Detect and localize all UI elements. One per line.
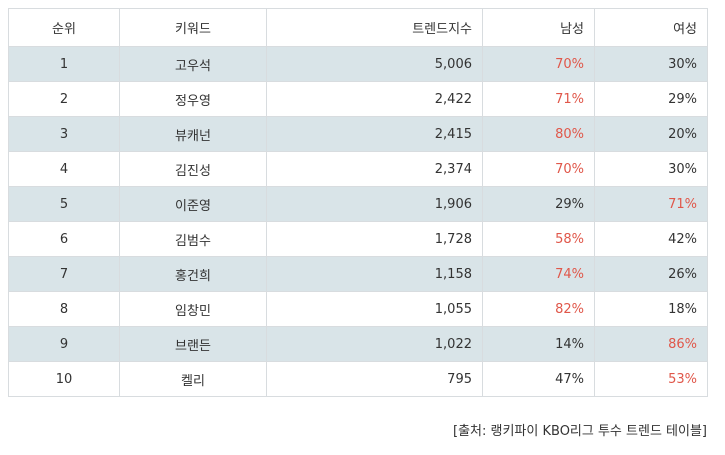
trend-table-container: 순위 키워드 트렌드지수 남성 여성 1 고우석 5,006 70% 30% 2 정우영 2…: [8, 8, 708, 397]
header-keyword: 키워드: [119, 8, 267, 47]
female-cell: 30%: [594, 46, 708, 82]
female-cell: 26%: [594, 256, 708, 292]
trend-cell: 2,422: [266, 81, 483, 117]
rank-cell: 3: [8, 116, 120, 152]
header-rank: 순위: [8, 8, 120, 47]
header-trend-index: 트렌드지수: [266, 8, 483, 47]
keyword-cell: 홍건희: [119, 256, 267, 292]
male-cell: 14%: [482, 326, 595, 362]
rank-cell: 8: [8, 291, 120, 327]
male-cell: 70%: [482, 46, 595, 82]
male-cell: 70%: [482, 151, 595, 187]
female-cell: 53%: [594, 361, 708, 397]
rank-cell: 9: [8, 326, 120, 362]
female-cell: 29%: [594, 81, 708, 117]
keyword-cell: 브랜든: [119, 326, 267, 362]
rank-cell: 1: [8, 46, 120, 82]
male-cell: 80%: [482, 116, 595, 152]
female-cell: 86%: [594, 326, 708, 362]
keyword-cell: 김진성: [119, 151, 267, 187]
table-row: 3 뷰캐넌 2,415 80% 20%: [8, 116, 708, 152]
table-row: 7 홍건희 1,158 74% 26%: [8, 256, 708, 292]
table-row: 2 정우영 2,422 71% 29%: [8, 81, 708, 117]
trend-table: 순위 키워드 트렌드지수 남성 여성 1 고우석 5,006 70% 30% 2 정우영 2…: [8, 8, 708, 397]
trend-cell: 1,906: [266, 186, 483, 222]
trend-cell: 2,415: [266, 116, 483, 152]
table-row: 6 김범수 1,728 58% 42%: [8, 221, 708, 257]
trend-cell: 1,728: [266, 221, 483, 257]
rank-cell: 2: [8, 81, 120, 117]
trend-cell: 1,022: [266, 326, 483, 362]
rank-cell: 5: [8, 186, 120, 222]
source-caption: [출처: 랭키파이 KBO리그 투수 트렌드 테이블]: [453, 424, 707, 439]
table-row: 8 임창민 1,055 82% 18%: [8, 291, 708, 327]
female-cell: 20%: [594, 116, 708, 152]
keyword-cell: 임창민: [119, 291, 267, 327]
male-cell: 71%: [482, 81, 595, 117]
table-row: 1 고우석 5,006 70% 30%: [8, 46, 708, 82]
trend-cell: 795: [266, 361, 483, 397]
female-cell: 42%: [594, 221, 708, 257]
header-female: 여성: [594, 8, 708, 47]
trend-cell: 5,006: [266, 46, 483, 82]
trend-cell: 1,158: [266, 256, 483, 292]
keyword-cell: 김범수: [119, 221, 267, 257]
keyword-cell: 뷰캐넌: [119, 116, 267, 152]
header-row: 순위 키워드 트렌드지수 남성 여성: [8, 8, 708, 47]
male-cell: 47%: [482, 361, 595, 397]
female-cell: 18%: [594, 291, 708, 327]
header-male: 남성: [482, 8, 595, 47]
table-row: 9 브랜든 1,022 14% 86%: [8, 326, 708, 362]
table-header: 순위 키워드 트렌드지수 남성 여성: [8, 8, 708, 47]
male-cell: 58%: [482, 221, 595, 257]
male-cell: 82%: [482, 291, 595, 327]
rank-cell: 4: [8, 151, 120, 187]
table-row: 5 이준영 1,906 29% 71%: [8, 186, 708, 222]
trend-cell: 2,374: [266, 151, 483, 187]
keyword-cell: 고우석: [119, 46, 267, 82]
table-body: 1 고우석 5,006 70% 30% 2 정우영 2,422 71% 29% 3 뷰캐넌 2,41…: [8, 46, 708, 397]
table-row: 10 켈리 795 47% 53%: [8, 361, 708, 397]
male-cell: 29%: [482, 186, 595, 222]
table-row: 4 김진성 2,374 70% 30%: [8, 151, 708, 187]
rank-cell: 6: [8, 221, 120, 257]
keyword-cell: 켈리: [119, 361, 267, 397]
female-cell: 30%: [594, 151, 708, 187]
rank-cell: 10: [8, 361, 120, 397]
male-cell: 74%: [482, 256, 595, 292]
rank-cell: 7: [8, 256, 120, 292]
trend-cell: 1,055: [266, 291, 483, 327]
female-cell: 71%: [594, 186, 708, 222]
keyword-cell: 정우영: [119, 81, 267, 117]
keyword-cell: 이준영: [119, 186, 267, 222]
